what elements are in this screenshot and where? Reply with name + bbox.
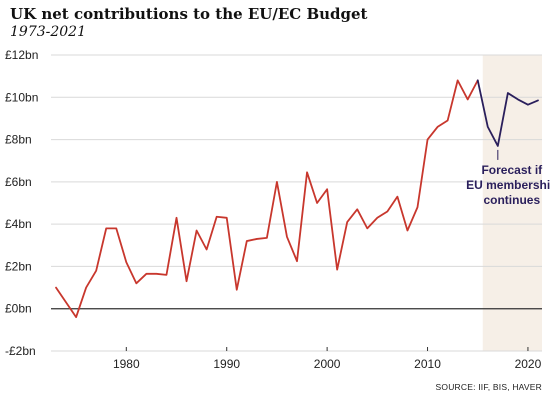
y-tick-label: -£2bn — [5, 344, 36, 358]
chart-subtitle: 1973-2021 — [10, 24, 86, 40]
forecast-annotation-line-1: Forecast if — [481, 163, 543, 177]
forecast-annotation-line-3: continues — [483, 193, 540, 207]
x-tick-label: 2020 — [515, 357, 542, 371]
x-tick-label: 2000 — [314, 357, 341, 371]
historical-series-line — [55, 79, 479, 319]
y-tick-label: £4bn — [5, 217, 32, 231]
x-tick-label: 1990 — [213, 357, 240, 371]
y-tick-label: £6bn — [5, 175, 32, 189]
y-tick-label: £0bn — [5, 302, 32, 316]
horizontal-grid — [51, 54, 542, 352]
x-axis-ticks — [125, 347, 529, 351]
y-tick-label: £10bn — [5, 90, 38, 104]
y-tick-label: £8bn — [5, 133, 32, 147]
x-axis-tick-labels: 1980 1990 2000 2010 2020 — [113, 357, 542, 371]
y-tick-label: £12bn — [5, 48, 38, 62]
forecast-series-line — [476, 79, 539, 147]
source-note: SOURCE: IIF, BIS, HAVER — [436, 382, 542, 392]
forecast-annotation-line-2: EU membership — [466, 178, 550, 192]
x-tick-label: 1980 — [113, 357, 140, 371]
x-tick-label: 2010 — [414, 357, 441, 371]
y-axis-tick-labels: £12bn £10bn £8bn £6bn £4bn £2bn £0bn -£2bn — [5, 48, 38, 358]
series-lines — [55, 79, 539, 319]
y-tick-label: £2bn — [5, 259, 32, 273]
forecast-shaded-region — [482, 55, 542, 351]
chart-title: UK net contributions to the EU/EC Budget — [10, 5, 368, 23]
